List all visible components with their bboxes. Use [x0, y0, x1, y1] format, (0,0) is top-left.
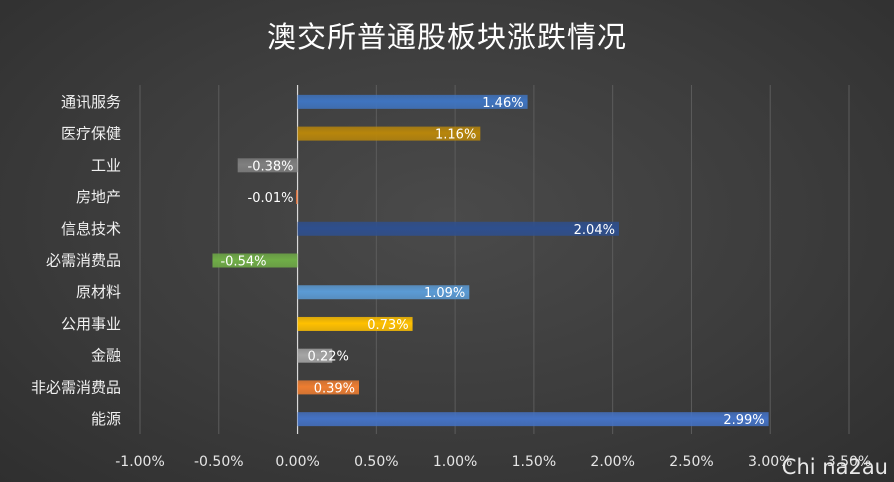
- bar: [297, 412, 769, 427]
- bar: [237, 158, 298, 173]
- data-label: 0.39%: [314, 381, 355, 396]
- category-label: 房地产: [76, 188, 121, 206]
- category-label: 非必需消费品: [31, 378, 121, 396]
- category-label: 金融: [91, 347, 121, 365]
- bar: [297, 221, 619, 236]
- x-tick-label: -0.50%: [194, 454, 244, 470]
- x-tick-label: 0.50%: [354, 454, 398, 470]
- data-label: -0.01%: [248, 191, 294, 206]
- category-label: 通讯服务: [61, 93, 121, 111]
- category-label: 原材料: [76, 283, 121, 301]
- category-label: 信息技术: [61, 220, 121, 238]
- bar: [297, 380, 360, 395]
- data-label: -0.38%: [248, 159, 294, 174]
- bar: [297, 285, 470, 300]
- bar: [297, 316, 413, 331]
- bar: [295, 190, 298, 205]
- data-label: 0.22%: [308, 350, 349, 365]
- x-tick-label: 0.00%: [275, 454, 319, 470]
- data-label: -0.54%: [220, 255, 266, 270]
- x-tick-label: 2.00%: [590, 454, 634, 470]
- data-label: 1.16%: [435, 128, 476, 143]
- category-label: 能源: [91, 410, 121, 428]
- data-label: 1.09%: [424, 286, 465, 301]
- x-tick-label: 2.50%: [669, 454, 713, 470]
- bar: [212, 253, 298, 268]
- x-tick-label: -1.00%: [115, 454, 165, 470]
- bar: [297, 126, 481, 141]
- category-label: 医疗保健: [61, 125, 121, 143]
- category-label: 必需消费品: [46, 252, 121, 270]
- x-tick-label: 3.00%: [748, 454, 792, 470]
- data-label: 2.99%: [723, 413, 764, 428]
- x-tick-label: 1.50%: [512, 454, 556, 470]
- x-tick-label: 1.00%: [433, 454, 477, 470]
- data-label: 2.04%: [574, 223, 615, 238]
- x-tick-label: 3.50%: [827, 454, 871, 470]
- data-label: 1.46%: [482, 96, 523, 111]
- data-label: 0.73%: [367, 318, 408, 333]
- bar: [297, 348, 333, 363]
- watermark-text: Chi na2au: [781, 455, 888, 479]
- category-label: 公用事业: [61, 315, 121, 333]
- chart-title: 澳交所普通股板块涨跌情况: [266, 20, 627, 54]
- category-label: 工业: [91, 156, 121, 174]
- bar: [297, 94, 528, 109]
